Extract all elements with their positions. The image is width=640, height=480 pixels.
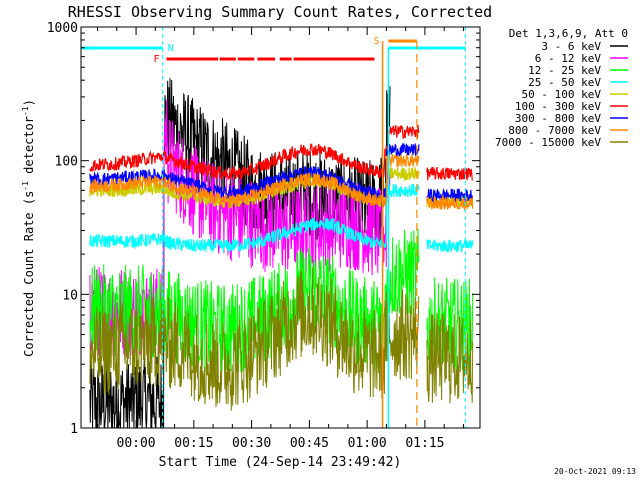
y-axis-label-sup-2: -1 [21, 106, 30, 116]
legend-label-7: 800 - 7000 keV [508, 124, 601, 137]
legend-label-3: 25 - 50 keV [528, 76, 601, 89]
ticks-layer: 1 10 100 1000 00:00 00:15 00:30 00:45 01:00 01:15 [47, 21, 480, 451]
series-line-0 [89, 78, 391, 428]
y-axis-label-sup-1: -1 [21, 181, 30, 191]
x-tick-label-4: 01:00 [348, 436, 387, 451]
y-tick-label-0: 1 [70, 422, 78, 437]
x-tick-label-1: 00:15 [174, 436, 213, 451]
legend-label-6: 300 - 800 keV [515, 112, 601, 125]
x-tick-label-3: 00:45 [290, 436, 329, 451]
night-label: N [168, 43, 174, 54]
y-tick-label-2: 100 [55, 155, 78, 170]
footer-timestamp: 20-Oct-2021 09:13 [554, 467, 636, 476]
x-tick-label-5: 01:15 [405, 436, 444, 451]
legend-label-1: 6 - 12 keV [535, 52, 602, 65]
y-tick-label-1: 10 [62, 288, 78, 303]
annotation-layer: NF S [81, 27, 466, 428]
x-tick-label-0: 00:00 [117, 436, 156, 451]
chart-title: RHESSI Observing Summary Count Rates, Co… [68, 3, 492, 21]
saa-label: S [373, 36, 379, 47]
legend-label-2: 12 - 25 keV [528, 64, 601, 77]
series-line-8 [89, 267, 474, 411]
series-line-6 [89, 143, 473, 204]
legend-label-8: 7000 - 15000 keV [495, 136, 601, 149]
series-layer [89, 78, 474, 428]
y-axis-label-main: Corrected Count Rate (s [22, 191, 36, 357]
flare-label: F [154, 54, 160, 65]
x-axis-label: Start Time (24-Sep-14 23:49:42) [159, 455, 402, 470]
legend-label-0: 3 - 6 keV [541, 40, 601, 53]
y-axis-label-mid: detector [22, 116, 36, 181]
x-tick-label-2: 00:30 [232, 436, 271, 451]
y-tick-label-3: 1000 [47, 21, 78, 36]
legend-label-5: 100 - 300 keV [515, 100, 601, 113]
series-line-7 [89, 153, 474, 211]
y-axis-label-end: ) [22, 99, 36, 106]
plot-frame [80, 26, 481, 429]
legend-label-4: 50 - 100 keV [522, 88, 602, 101]
legend-title: Det 1,3,6,9, Att 0 [509, 27, 628, 40]
y-axis-label: Corrected Count Rate (s-1 detector-1) [21, 99, 36, 357]
